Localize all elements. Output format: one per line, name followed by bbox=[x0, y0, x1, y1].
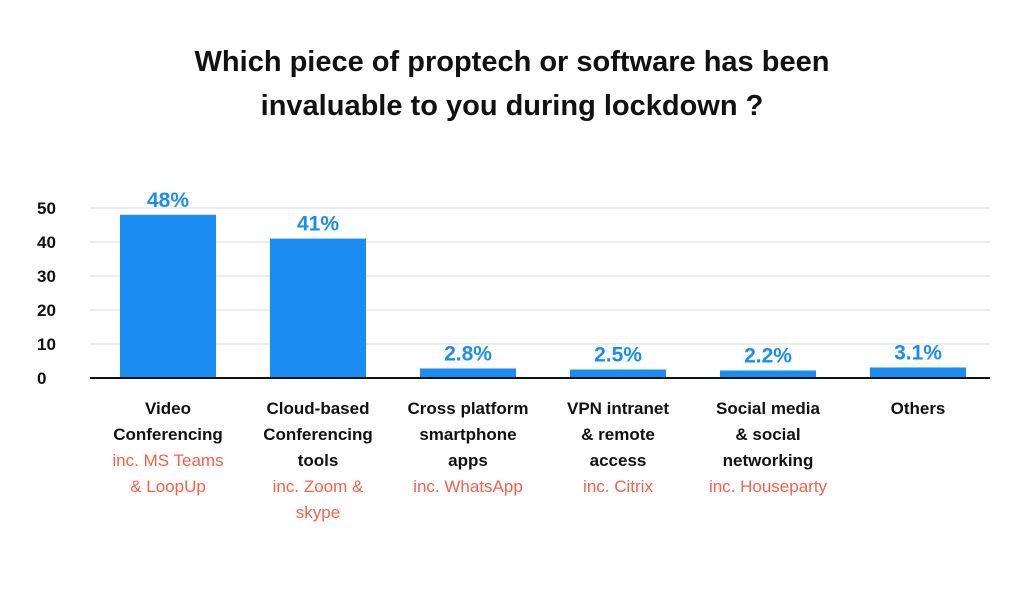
data-label: 2.2% bbox=[744, 345, 792, 368]
bar bbox=[120, 214, 216, 378]
y-tick-label: 30 bbox=[37, 267, 56, 286]
category-label: Cloud-based bbox=[267, 399, 370, 418]
data-label: 48% bbox=[147, 189, 189, 212]
bar bbox=[870, 367, 966, 378]
chart-title-line-1: Which piece of proptech or software has … bbox=[194, 46, 830, 78]
category-sublabel: inc. Houseparty bbox=[709, 477, 828, 496]
data-label: 41% bbox=[297, 213, 339, 236]
bar bbox=[570, 369, 666, 378]
category-label: Video bbox=[145, 399, 191, 418]
bar bbox=[720, 370, 816, 378]
data-label: 2.5% bbox=[594, 344, 642, 367]
category-sublabel: & LoopUp bbox=[130, 477, 206, 496]
category-sublabel: skype bbox=[296, 503, 340, 522]
category-sublabel: inc. Citrix bbox=[583, 477, 653, 496]
bar bbox=[270, 238, 366, 378]
y-tick-label: 20 bbox=[37, 301, 56, 320]
category-label: Conferencing bbox=[113, 425, 223, 444]
category-sublabel: inc. WhatsApp bbox=[413, 477, 523, 496]
category-label: apps bbox=[448, 451, 488, 470]
data-label: 2.8% bbox=[444, 342, 492, 365]
y-tick-label: 0 bbox=[37, 369, 46, 388]
category-label: Conferencing bbox=[263, 425, 373, 444]
category-sublabel: inc. Zoom & bbox=[273, 477, 364, 496]
y-tick-label: 40 bbox=[37, 233, 56, 252]
category-label: Others bbox=[891, 399, 946, 418]
y-tick-label: 50 bbox=[37, 199, 56, 218]
category-label: VPN intranet bbox=[567, 399, 669, 418]
bar bbox=[420, 368, 516, 378]
data-label: 3.1% bbox=[894, 341, 942, 364]
category-label: & social bbox=[735, 425, 800, 444]
category-label: Social media bbox=[716, 399, 820, 418]
category-label: networking bbox=[723, 451, 814, 470]
chart-title: Which piece of proptech or software has … bbox=[0, 40, 1024, 128]
category-label: Cross platform bbox=[408, 399, 529, 418]
category-label: tools bbox=[298, 451, 339, 470]
y-tick-label: 10 bbox=[37, 335, 56, 354]
chart-title-line-2: invaluable to you during lockdown ? bbox=[260, 90, 764, 122]
category-label: access bbox=[590, 451, 647, 470]
category-label: & remote bbox=[581, 425, 655, 444]
category-label: smartphone bbox=[419, 425, 516, 444]
category-sublabel: inc. MS Teams bbox=[112, 451, 223, 470]
